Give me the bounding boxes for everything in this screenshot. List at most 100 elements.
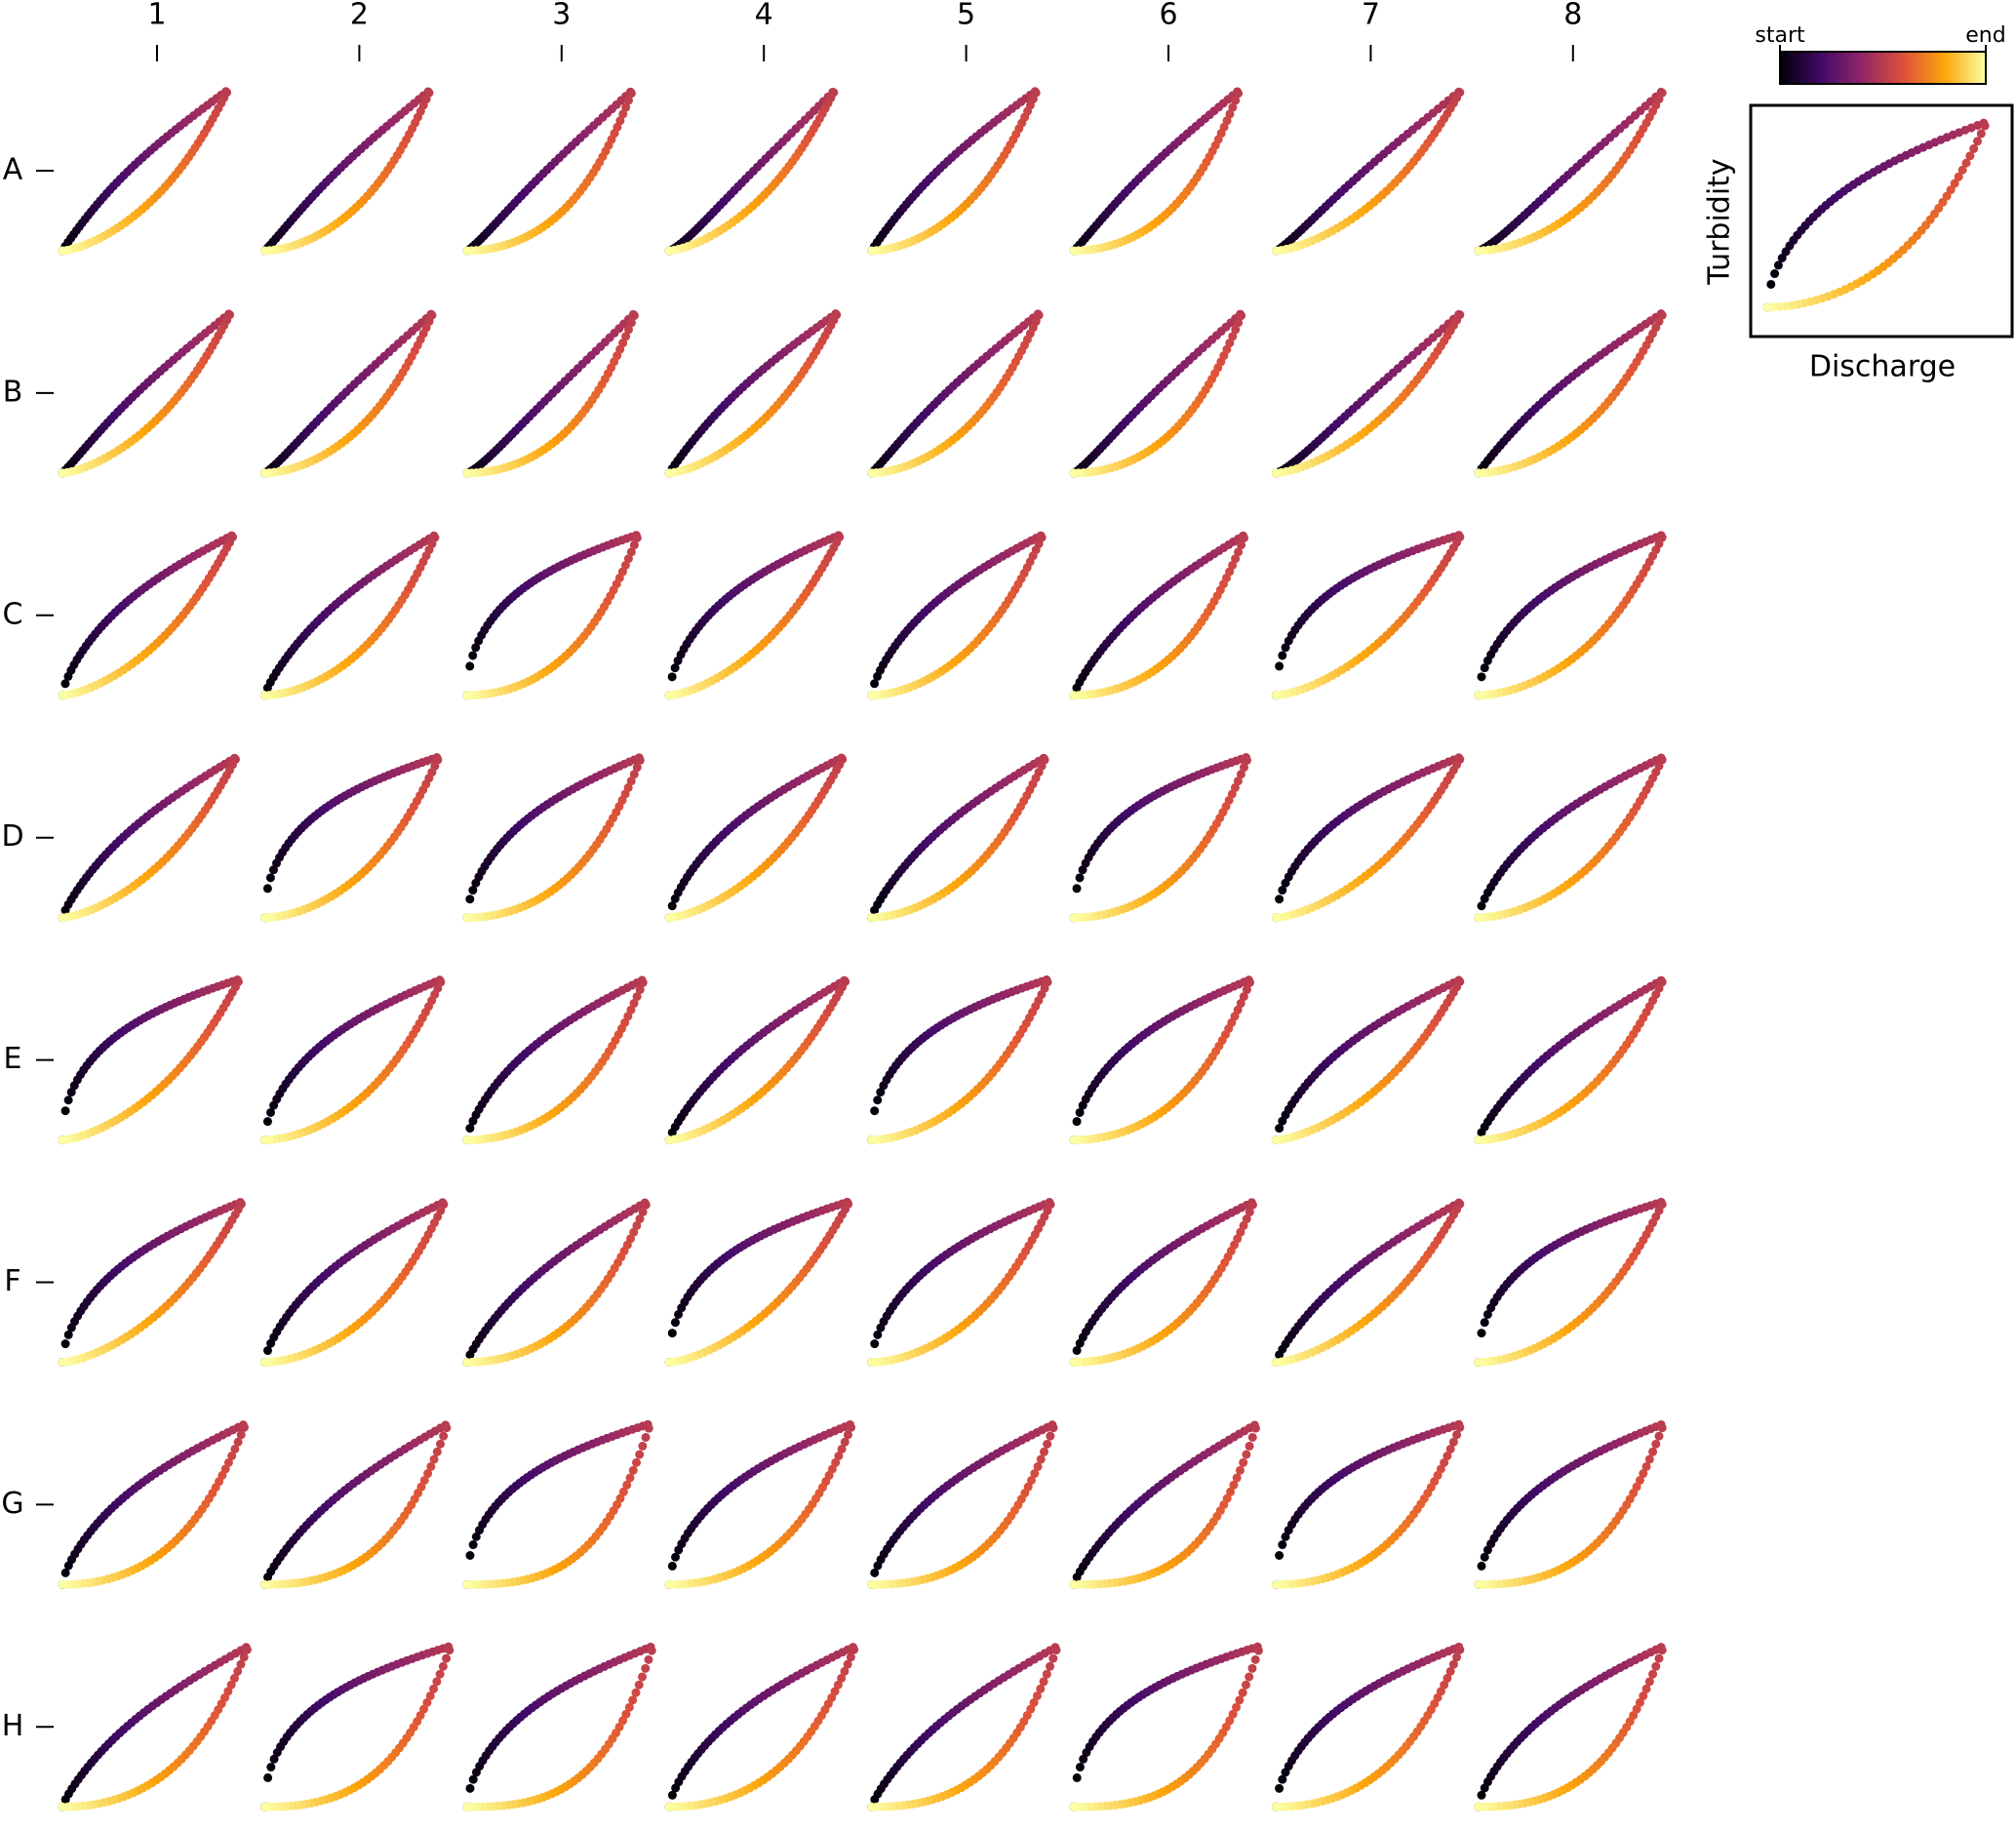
- loop-point: [867, 1135, 877, 1145]
- loop-point: [1250, 1423, 1260, 1433]
- loop-point: [867, 468, 877, 478]
- loop-point: [1225, 109, 1235, 119]
- loop-point: [1043, 1439, 1052, 1449]
- loop-point: [262, 1117, 272, 1127]
- loop-point: [626, 318, 636, 328]
- loop-point: [1069, 246, 1079, 256]
- loop-point: [1239, 1457, 1248, 1467]
- column-label: 2: [350, 0, 369, 32]
- loop-point: [58, 1135, 67, 1145]
- loop-point: [462, 468, 472, 478]
- loop-point: [670, 1318, 680, 1328]
- loop-point: [1271, 913, 1281, 923]
- loop-point: [618, 109, 628, 119]
- row-label: G: [1, 1487, 23, 1521]
- loop-point: [1275, 1550, 1285, 1560]
- column-label: 6: [1159, 0, 1177, 32]
- loop-point: [259, 246, 269, 256]
- loop-point: [664, 913, 674, 923]
- loop-point: [1271, 1358, 1281, 1367]
- loop-point: [462, 246, 472, 256]
- loop-point: [1477, 1561, 1486, 1571]
- column-label: 4: [755, 0, 773, 32]
- loop-point: [1072, 884, 1082, 894]
- loop-point: [259, 468, 269, 478]
- loop-point: [259, 1579, 269, 1589]
- loop-point: [60, 1106, 70, 1116]
- column-label: 7: [1362, 0, 1380, 32]
- loop-point: [870, 1106, 880, 1116]
- loop-point: [1271, 1135, 1281, 1145]
- row-label: H: [2, 1709, 24, 1743]
- loop-point: [870, 1339, 880, 1349]
- loop-point: [1247, 1432, 1257, 1442]
- row-label: C: [3, 597, 23, 631]
- column-label: 5: [957, 0, 975, 32]
- loop-point: [1069, 1135, 1079, 1145]
- loop-point: [626, 89, 636, 99]
- loop-point: [1474, 691, 1483, 700]
- loop-point: [664, 1579, 674, 1589]
- loop-point: [867, 1358, 877, 1367]
- loop-point: [1039, 1447, 1048, 1456]
- loop-point: [621, 332, 631, 341]
- loop-point: [664, 1358, 674, 1367]
- legend-y-label: Turbidity: [1703, 158, 1737, 285]
- loop-point: [462, 913, 472, 923]
- loop-point: [1072, 1117, 1082, 1127]
- loop-point: [867, 246, 877, 256]
- loop-point: [1069, 1358, 1079, 1367]
- loop-point: [58, 913, 67, 923]
- loop-point: [63, 1095, 73, 1105]
- loop-point: [439, 1431, 449, 1441]
- loop-point: [259, 913, 269, 923]
- loop-point: [1245, 1441, 1254, 1451]
- loop-point: [638, 1441, 648, 1451]
- loop-point: [58, 1579, 67, 1589]
- row-label: F: [4, 1264, 20, 1298]
- loop-point: [1275, 661, 1285, 671]
- loop-point: [631, 1457, 641, 1467]
- loop-point: [873, 1095, 883, 1105]
- loop-point: [1480, 1318, 1489, 1328]
- loop-point: [462, 1579, 472, 1589]
- loop-point: [462, 1135, 472, 1145]
- loop-point: [435, 1439, 445, 1449]
- loop-point: [1474, 1358, 1483, 1367]
- loop-point: [1271, 1579, 1281, 1589]
- row-label: D: [1, 819, 23, 854]
- loop-point: [442, 1423, 452, 1433]
- loop-point: [58, 1358, 67, 1367]
- loop-point: [1477, 1329, 1486, 1338]
- row-label: B: [3, 375, 23, 409]
- loop-point: [265, 873, 275, 883]
- loop-point: [664, 246, 674, 256]
- loop-point: [468, 1540, 478, 1550]
- loop-point: [621, 102, 631, 112]
- loop-point: [468, 651, 478, 660]
- loop-point: [1278, 651, 1287, 660]
- loop-point: [641, 1432, 651, 1442]
- legend-box: [1749, 103, 2014, 338]
- loop-point: [262, 884, 272, 894]
- loop-point: [58, 468, 67, 478]
- loop-point: [867, 1579, 877, 1589]
- loop-point: [667, 672, 677, 682]
- loop-point: [1474, 1135, 1483, 1145]
- loop-point: [1275, 895, 1285, 904]
- loop-point: [465, 895, 475, 904]
- loop-point: [667, 1561, 677, 1571]
- loop-point: [664, 691, 674, 700]
- loop-point: [462, 1358, 472, 1367]
- column-label: 3: [552, 0, 571, 32]
- loop-point: [432, 1447, 442, 1456]
- colorbar-end-label: end: [1965, 23, 2005, 48]
- loop-point: [465, 661, 475, 671]
- loop-point: [635, 1450, 645, 1459]
- loop-point: [1069, 1579, 1079, 1589]
- loop-point: [867, 691, 877, 700]
- loop-point: [1477, 672, 1486, 682]
- loop-point: [60, 1339, 70, 1349]
- loop-point: [629, 311, 639, 321]
